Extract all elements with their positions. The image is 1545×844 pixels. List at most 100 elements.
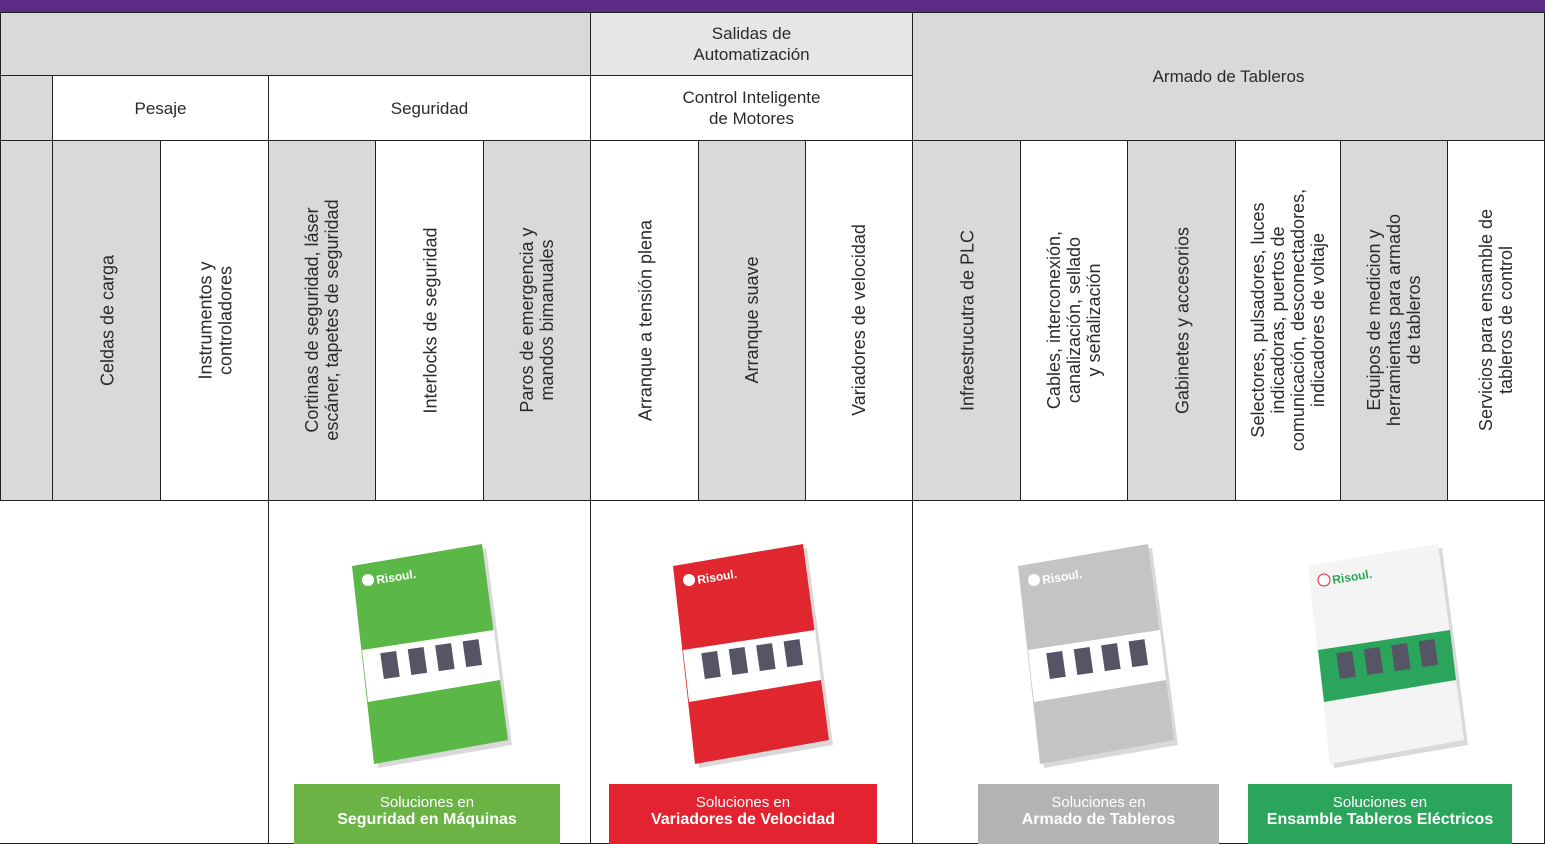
logo-mark xyxy=(1317,573,1331,587)
button-title: Variadores de Velocidad xyxy=(650,811,836,828)
button-caption: Soluciones en xyxy=(379,794,475,811)
vertical-label: Arranque suave xyxy=(698,140,806,500)
product xyxy=(701,651,721,679)
vertical-label: Cortinas de seguridad, láser escáner, tap… xyxy=(268,140,376,500)
text-block: Armado de Tableros xyxy=(1153,66,1305,87)
text-block: Variadores de velocidad xyxy=(849,224,869,416)
column-header xyxy=(912,140,1021,501)
product xyxy=(407,647,428,676)
text-line: de tableros xyxy=(1404,275,1424,365)
brochure-cover: Risoul. xyxy=(1308,544,1468,768)
column-header xyxy=(698,140,806,501)
product xyxy=(728,647,749,676)
text-block: Instrumentos y controladores xyxy=(195,261,235,379)
text-block: Selectores, pulsadores, luces indicadoras… xyxy=(1248,189,1328,451)
product xyxy=(1101,643,1121,672)
column-header xyxy=(1340,140,1448,501)
group-header: Pesaje xyxy=(52,75,269,141)
text-line: Cables, interconexión, xyxy=(1044,230,1064,410)
column-header xyxy=(52,140,161,501)
table-cell xyxy=(0,75,53,141)
text-line: Servicios para ensamble de xyxy=(1476,208,1496,432)
brand: Risoul. xyxy=(1041,567,1083,587)
text-line: Equipos de medicion y xyxy=(1364,229,1384,411)
solution-button: Soluciones en Seguridad en Máquinas xyxy=(294,784,560,844)
text-line: controladores xyxy=(214,265,235,375)
product xyxy=(1073,647,1094,676)
vertical-label: Gabinetes y accesorios xyxy=(1127,140,1236,500)
vertical-label: Infraestrucutra de PLC xyxy=(912,140,1021,500)
text-line: Infraestrucutra de PLC xyxy=(956,229,977,411)
text-line: Arranque suave xyxy=(742,256,762,384)
product xyxy=(1418,639,1439,668)
solution-button: Soluciones en Armado de Tableros xyxy=(978,784,1219,844)
button-caption: Soluciones en xyxy=(1051,794,1146,811)
text-line: Selectores, pulsadores, luces xyxy=(1248,202,1268,438)
vertical-label: Variadores de velocidad xyxy=(805,140,913,500)
text-block: Gabinetes y accesorios xyxy=(1172,226,1192,413)
text-line: y señalización xyxy=(1084,263,1104,377)
text-line: Seguridad xyxy=(390,98,469,118)
text-line: Automatización xyxy=(693,45,810,64)
table-cell xyxy=(0,140,53,501)
text-line: Instrumentos y xyxy=(194,260,215,380)
vertical-label: Interlocks de seguridad xyxy=(375,140,484,500)
product xyxy=(756,643,776,672)
vertical-label: Servicios para ensamble de tableros de co… xyxy=(1447,140,1545,500)
product xyxy=(1128,639,1149,668)
solution-button: Soluciones en Variadores de Velocidad xyxy=(609,784,877,844)
brochure-cover: Risoul. xyxy=(1018,544,1178,768)
text-block: Seguridad xyxy=(391,98,469,119)
text-line: Interlocks de seguridad xyxy=(419,226,440,414)
vertical-label: Arranque a tensión plena xyxy=(590,140,699,500)
brand: Risoul. xyxy=(375,567,417,587)
product xyxy=(380,651,400,679)
text-block: Celdas de carga xyxy=(97,254,117,385)
text-line: indicadoras, puertos de xyxy=(1268,226,1288,414)
vertical-label: Paros de emergencia y mandos bimanuales xyxy=(483,140,591,500)
column-header xyxy=(160,140,269,501)
text-line: canalización, sellado xyxy=(1064,236,1084,404)
button-caption: Soluciones en xyxy=(1332,794,1428,811)
button-title: Ensamble Tableros Eléctricos xyxy=(1266,811,1494,828)
logo-mark xyxy=(683,574,695,586)
section-header: Salidas de Automatización xyxy=(590,12,913,76)
column-header xyxy=(483,140,591,501)
vertical-label: Selectores, pulsadores, luces indicadoras… xyxy=(1235,140,1341,500)
vertical-label: Instrumentos y controladores xyxy=(160,140,269,500)
solution-button: Soluciones en Ensamble Tableros Eléctrico… xyxy=(1248,784,1512,844)
vertical-label: Equipos de medicion y herramientas para a… xyxy=(1340,140,1448,500)
text-block: Interlocks de seguridad xyxy=(420,227,440,413)
column-header xyxy=(805,140,913,501)
top-bar xyxy=(0,0,1545,12)
column-header xyxy=(1235,140,1341,501)
text-line: Gabinetes y accesorios xyxy=(1171,226,1192,414)
column-header xyxy=(1020,140,1128,501)
text-block: Equipos de medicion y herramientas para a… xyxy=(1364,214,1424,426)
button-caption: Soluciones en xyxy=(695,794,791,811)
brochure-cover: Risoul. xyxy=(352,544,512,768)
text-line: Salidas de xyxy=(711,24,792,43)
text-line: mandos bimanuales xyxy=(537,239,557,401)
button-title: Seguridad en Máquinas xyxy=(337,811,517,828)
text-block: Cortinas de seguridad, láser escáner, tap… xyxy=(302,199,342,440)
text-line: Celdas de carga xyxy=(96,254,117,386)
text-line: herramientas para armado xyxy=(1384,213,1404,427)
table-cell xyxy=(0,12,591,76)
product xyxy=(1391,643,1411,672)
logo-mark xyxy=(362,574,374,586)
text-block: Salidas de Automatización xyxy=(693,23,809,65)
text-line: Control Inteligente xyxy=(682,88,821,107)
product xyxy=(435,643,455,672)
vertical-label: Celdas de carga xyxy=(52,140,161,500)
group-header: Seguridad xyxy=(268,75,591,141)
brand: Risoul. xyxy=(1331,567,1373,587)
text-line: indicadores de voltaje xyxy=(1308,232,1328,408)
logo-mark xyxy=(1028,574,1040,586)
product xyxy=(462,639,483,668)
text-block: Arranque suave xyxy=(742,256,762,383)
product xyxy=(1046,651,1066,679)
text-line: Variadores de velocidad xyxy=(849,224,869,416)
column-header xyxy=(590,140,699,501)
